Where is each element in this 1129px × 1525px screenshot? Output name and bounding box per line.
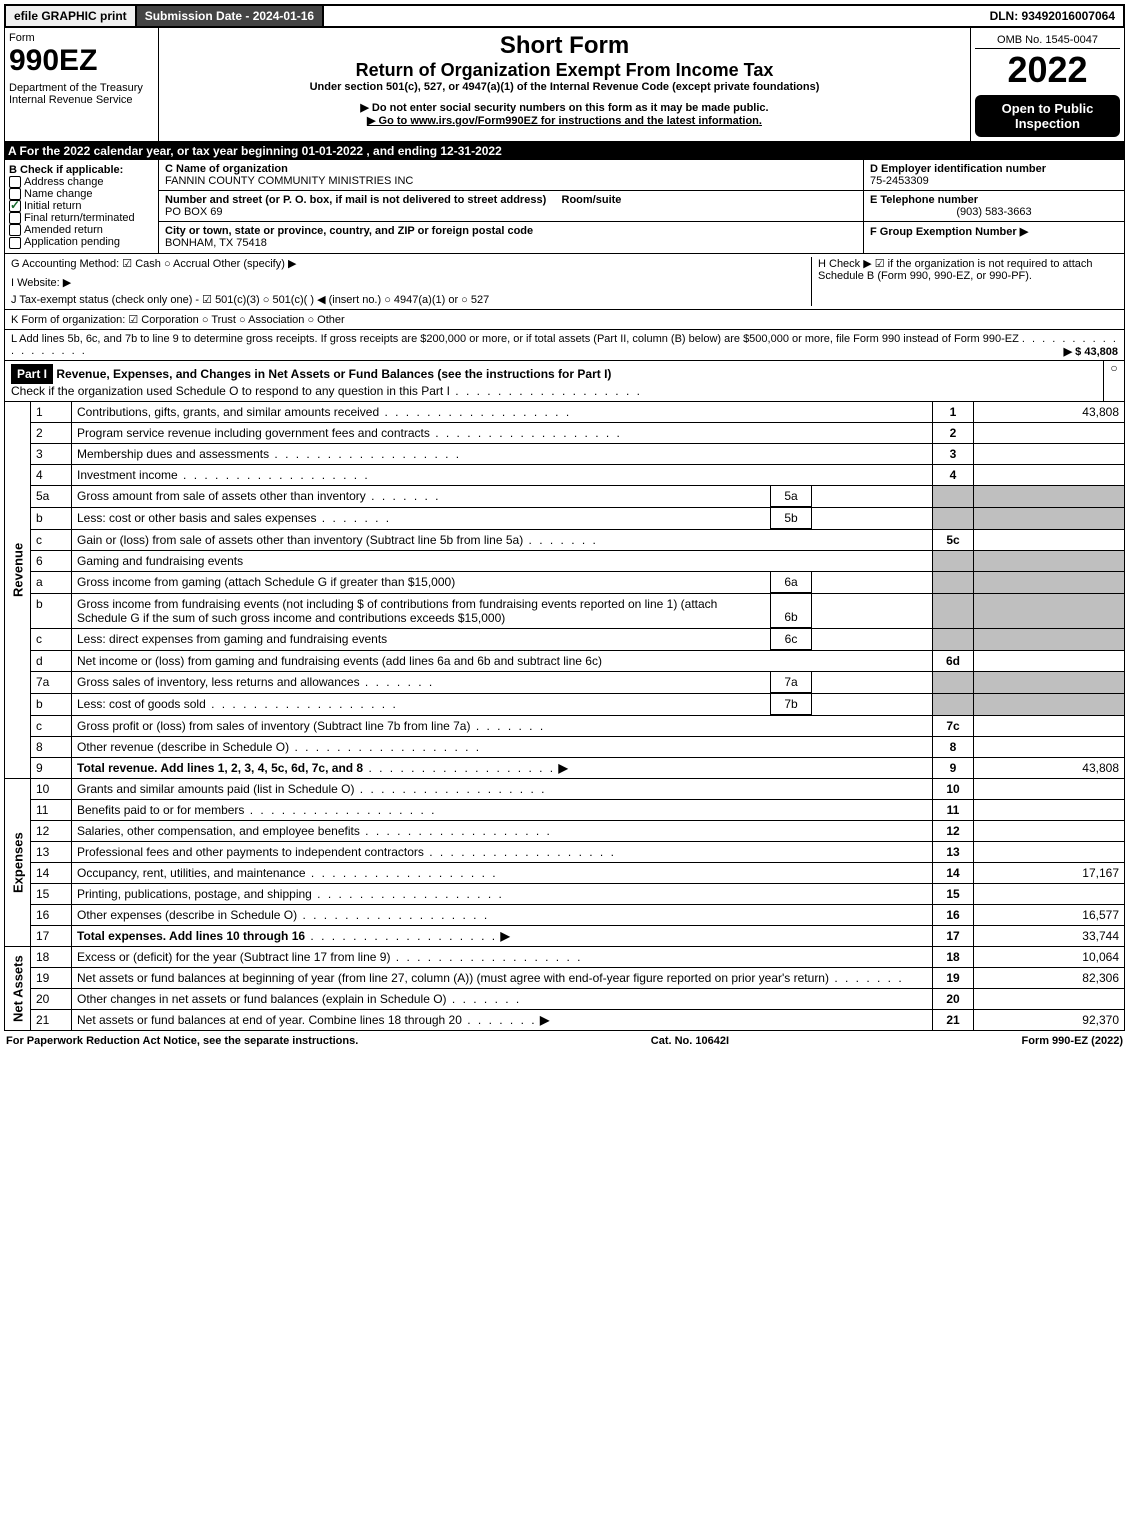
open-to-public-badge: Open to Public Inspection [975, 95, 1120, 137]
section-f: F Group Exemption Number ▶ [864, 222, 1124, 241]
submission-date: Submission Date - 2024-01-16 [137, 6, 324, 26]
dln: DLN: 93492016007064 [982, 6, 1123, 26]
tax-year: 2022 [975, 49, 1120, 91]
line-16-value: 16,577 [974, 905, 1125, 926]
info-grid: B Check if applicable: Address change Na… [4, 160, 1125, 254]
goto-link[interactable]: ▶ Go to www.irs.gov/Form990EZ for instru… [163, 114, 966, 127]
top-bar: efile GRAPHIC print Submission Date - 20… [4, 4, 1125, 28]
section-c: C Name of organization FANNIN COUNTY COM… [159, 160, 863, 253]
org-address: PO BOX 69 [165, 206, 857, 218]
form-header: Form 990EZ Department of the Treasury In… [4, 28, 1125, 142]
section-b: B Check if applicable: Address change Na… [5, 160, 159, 253]
line-21-value: 92,370 [974, 1010, 1125, 1031]
return-title: Return of Organization Exempt From Incom… [163, 60, 966, 81]
section-l: L Add lines 5b, 6c, and 7b to line 9 to … [4, 330, 1125, 361]
section-j: J Tax-exempt status (check only one) - ☑… [11, 293, 811, 306]
line-1-value: 43,808 [974, 402, 1125, 423]
revenue-section-label: Revenue [5, 402, 31, 737]
section-g: G Accounting Method: ☑ Cash ○ Accrual Ot… [11, 257, 811, 270]
cat-number: Cat. No. 10642I [651, 1035, 729, 1047]
org-city: BONHAM, TX 75418 [165, 237, 857, 249]
section-a: A For the 2022 calendar year, or tax yea… [4, 142, 1125, 160]
short-form-title: Short Form [163, 32, 966, 60]
form-number: 990EZ [9, 44, 154, 78]
line-18-value: 10,064 [974, 947, 1125, 968]
ssn-warning: ▶ Do not enter social security numbers o… [163, 101, 966, 114]
section-i: I Website: ▶ [11, 276, 811, 289]
irs-label: Internal Revenue Service [9, 94, 154, 106]
netassets-section-label: Net Assets [5, 947, 31, 1031]
phone: (903) 583-3663 [870, 206, 1118, 218]
subtitle: Under section 501(c), 527, or 4947(a)(1)… [163, 81, 966, 93]
section-k: K Form of organization: ☑ Corporation ○ … [4, 310, 1125, 330]
omb-number: OMB No. 1545-0047 [975, 32, 1120, 49]
expenses-section-label: Expenses [5, 779, 31, 947]
ein: 75-2453309 [870, 175, 1118, 187]
line-19-value: 82,306 [974, 968, 1125, 989]
revenue-table: Revenue 1 Contributions, gifts, grants, … [4, 402, 1125, 1032]
section-h: H Check ▶ ☑ if the organization is not r… [811, 257, 1118, 306]
dept-treasury: Department of the Treasury [9, 82, 154, 94]
org-name: FANNIN COUNTY COMMUNITY MINISTRIES INC [165, 175, 857, 187]
row-g-h: G Accounting Method: ☑ Cash ○ Accrual Ot… [4, 254, 1125, 310]
part-1-header: Part I Revenue, Expenses, and Changes in… [4, 361, 1125, 402]
efile-print-button[interactable]: efile GRAPHIC print [6, 6, 137, 26]
line-9-value: 43,808 [974, 758, 1125, 779]
section-e: E Telephone number (903) 583-3663 [864, 191, 1124, 222]
form-ref: Form 990-EZ (2022) [1022, 1035, 1123, 1047]
line-17-value: 33,744 [974, 926, 1125, 947]
page-footer: For Paperwork Reduction Act Notice, see … [4, 1031, 1125, 1051]
paperwork-notice: For Paperwork Reduction Act Notice, see … [6, 1035, 358, 1047]
form-word: Form [9, 32, 154, 44]
section-d: D Employer identification number 75-2453… [864, 160, 1124, 191]
line-14-value: 17,167 [974, 863, 1125, 884]
